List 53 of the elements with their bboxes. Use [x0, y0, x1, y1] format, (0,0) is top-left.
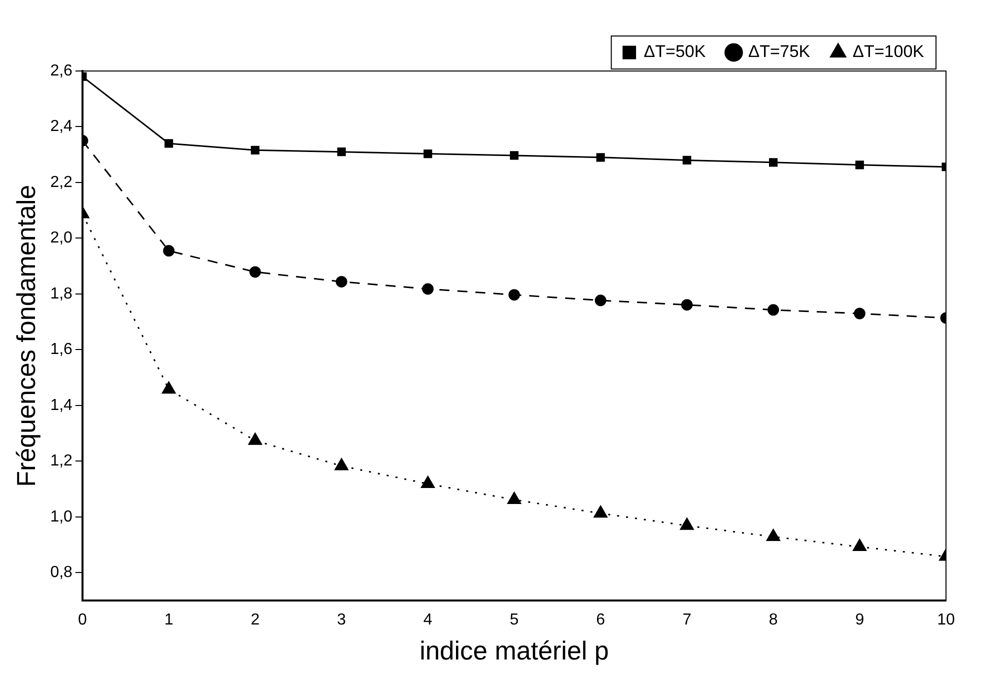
- point: [594, 294, 606, 306]
- x-tick-label: 10: [937, 612, 955, 629]
- y-tick-label: 0,8: [50, 564, 73, 582]
- y-axis-title: Fréquences fondamentale: [10, 184, 41, 487]
- point: [422, 283, 434, 295]
- y-tick-label: 2,0: [50, 230, 73, 247]
- x-tick-label: 4: [423, 612, 432, 629]
- point: [682, 156, 692, 164]
- x-axis-title: indice matériel p: [420, 636, 609, 666]
- y-tick-label: 1,8: [50, 285, 73, 302]
- x-tick-label: 1: [164, 612, 174, 629]
- point: [248, 432, 262, 445]
- point: [421, 476, 435, 488]
- y-tick-label: 1,2: [50, 452, 73, 470]
- legend-label: ΔT=100K: [852, 42, 925, 62]
- point: [854, 308, 866, 320]
- point: [163, 245, 175, 257]
- x-tick-label: 2: [250, 612, 260, 629]
- point: [164, 139, 174, 148]
- point: [768, 304, 780, 316]
- point: [594, 506, 608, 518]
- point: [337, 148, 346, 156]
- y-tick-label: 2,6: [50, 62, 73, 80]
- point: [596, 153, 605, 162]
- x-tick-label: 5: [510, 612, 519, 629]
- x-tick-label: 0: [78, 612, 87, 629]
- point: [249, 266, 261, 278]
- x-tick-label: 3: [337, 612, 346, 629]
- x-tick-label: 9: [855, 612, 864, 629]
- point: [766, 529, 780, 542]
- point: [507, 492, 522, 504]
- point: [250, 146, 260, 154]
- point: [508, 289, 520, 301]
- x-tick-label: 6: [596, 612, 606, 629]
- y-tick-label: 1,0: [50, 508, 73, 526]
- point: [769, 158, 778, 167]
- point: [424, 150, 432, 158]
- legend-label: ΔT=50K: [644, 42, 706, 62]
- x-tick-label: 7: [682, 612, 692, 629]
- point: [855, 160, 864, 170]
- y-tick-label: 1,6: [50, 341, 73, 358]
- point: [681, 299, 693, 311]
- legend-label: ΔT=75K: [748, 42, 811, 62]
- point: [680, 518, 694, 530]
- y-tick-label: 1,4: [50, 396, 73, 414]
- y-tick-label: 2,2: [50, 174, 73, 191]
- y-tick-label: 2,4: [50, 118, 73, 136]
- point: [510, 151, 519, 160]
- x-tick-label: 8: [768, 612, 778, 629]
- point: [162, 382, 176, 394]
- point: [336, 276, 348, 288]
- point: [852, 539, 866, 552]
- point: [334, 458, 348, 470]
